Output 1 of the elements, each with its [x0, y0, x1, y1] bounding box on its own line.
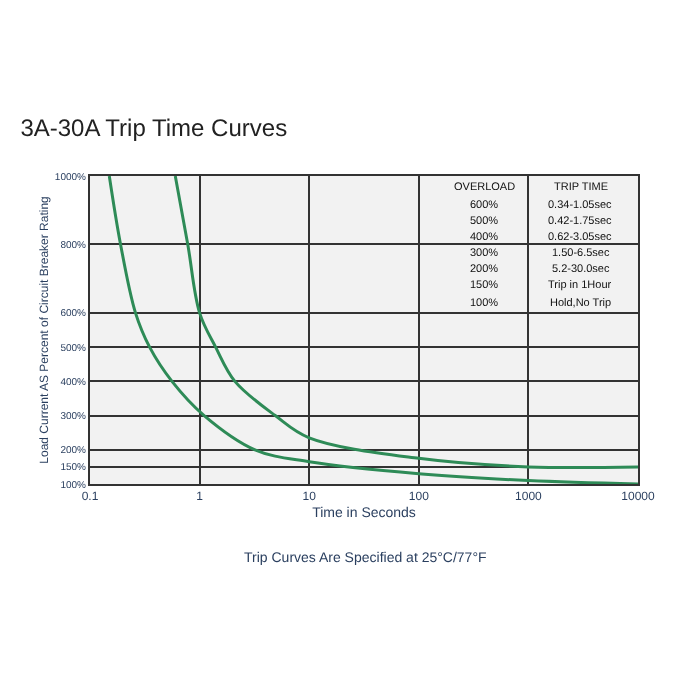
chart-title: 3A-30A Trip Time Curves: [20, 114, 288, 142]
